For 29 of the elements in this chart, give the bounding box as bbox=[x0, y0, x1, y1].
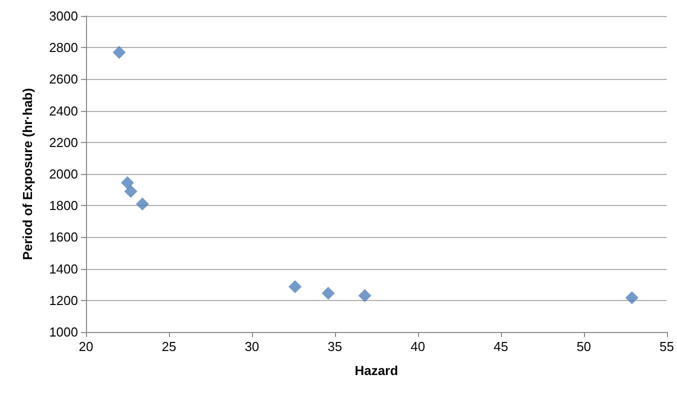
point bbox=[288, 280, 302, 294]
y-axis-title: Period of Exposure (hr·hab) bbox=[20, 88, 35, 260]
x-tick-label: 55 bbox=[660, 339, 674, 354]
y-tick-label: 1200 bbox=[49, 292, 78, 308]
y-tick-label: 1800 bbox=[49, 198, 78, 214]
x-tick-label: 40 bbox=[410, 339, 426, 354]
y-tick-label: 2400 bbox=[49, 103, 78, 118]
point bbox=[136, 198, 149, 211]
y-tick-label: 2200 bbox=[49, 134, 78, 150]
x-tick-label: 35 bbox=[328, 339, 342, 354]
y-tick-label: 1400 bbox=[49, 261, 78, 276]
y-tick-label: 2600 bbox=[49, 72, 78, 87]
x-tick-label: 25 bbox=[162, 339, 176, 354]
point bbox=[124, 184, 138, 198]
point bbox=[358, 289, 372, 302]
point bbox=[112, 46, 126, 59]
x-axis-title: Hazard bbox=[354, 363, 398, 378]
point bbox=[120, 176, 134, 190]
y-tick-label: 2800 bbox=[49, 40, 78, 56]
y-tick-label: 1600 bbox=[49, 230, 78, 245]
x-tick-label: 20 bbox=[78, 339, 94, 354]
x-tick-label: 30 bbox=[244, 339, 260, 354]
point bbox=[625, 291, 638, 304]
point bbox=[322, 286, 335, 300]
y-tick-label: 3000 bbox=[49, 8, 78, 24]
x-tick-label: 45 bbox=[494, 339, 508, 354]
y-tick-label: 2000 bbox=[49, 166, 78, 182]
y-tick-label: 1000 bbox=[49, 324, 78, 340]
x-tick-label: 50 bbox=[576, 339, 592, 354]
